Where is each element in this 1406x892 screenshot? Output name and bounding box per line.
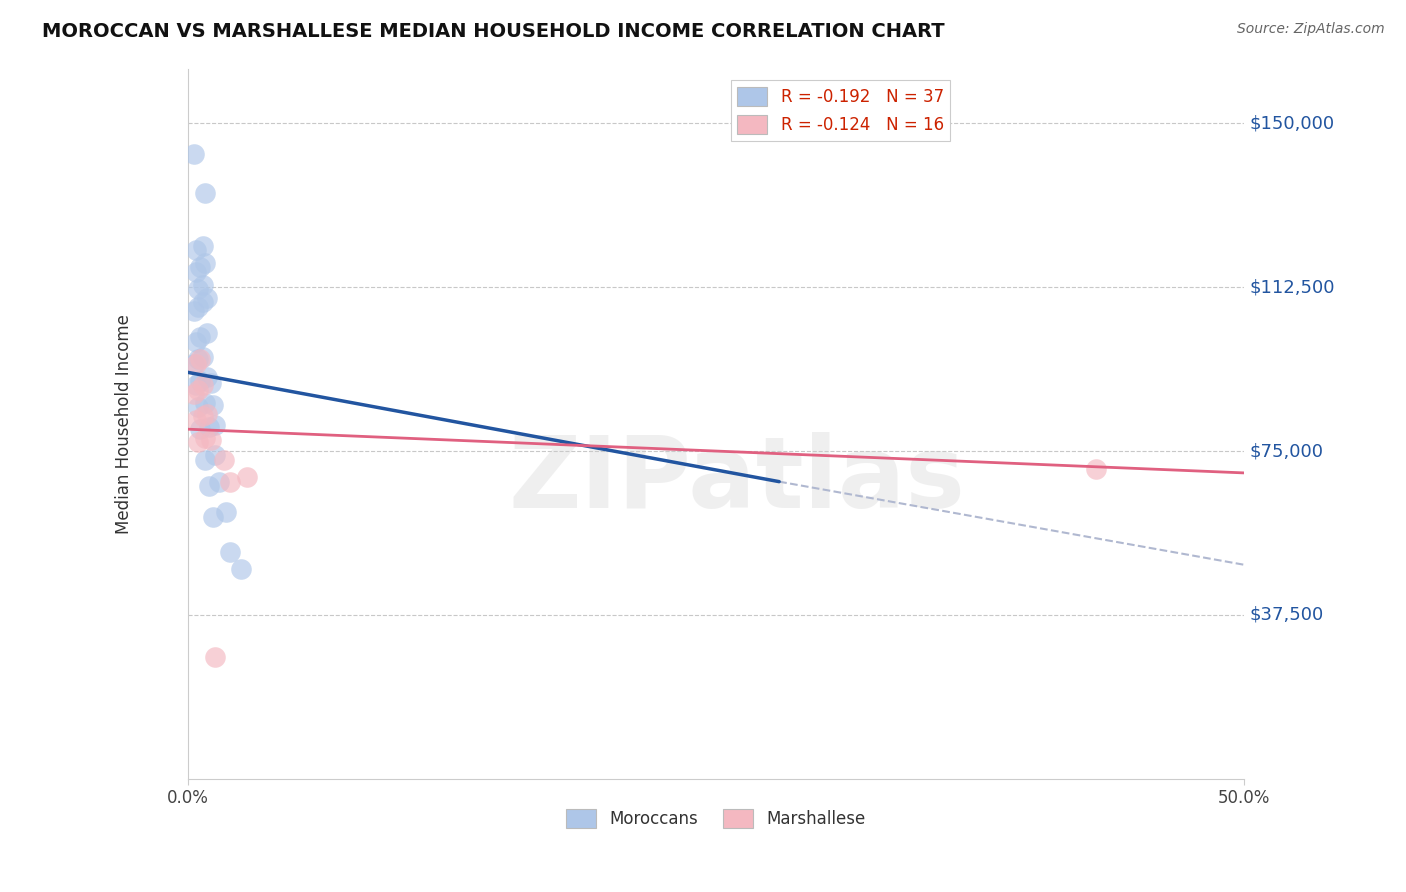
Point bbox=[200, 433, 222, 447]
Point bbox=[194, 452, 217, 467]
Point bbox=[191, 350, 214, 364]
Point bbox=[229, 562, 252, 576]
Point bbox=[187, 282, 209, 296]
Point bbox=[186, 378, 208, 392]
Point bbox=[195, 369, 218, 384]
Legend: Moroccans, Marshallese: Moroccans, Marshallese bbox=[560, 802, 872, 835]
Point bbox=[208, 475, 231, 489]
Text: Median Household Income: Median Household Income bbox=[115, 314, 134, 533]
Point bbox=[190, 260, 212, 275]
Point bbox=[195, 326, 218, 340]
Point bbox=[191, 238, 214, 252]
Point bbox=[215, 505, 238, 519]
Point bbox=[186, 413, 208, 427]
Text: $112,500: $112,500 bbox=[1249, 278, 1334, 296]
Text: Source: ZipAtlas.com: Source: ZipAtlas.com bbox=[1237, 22, 1385, 37]
Point bbox=[190, 330, 212, 344]
Point bbox=[198, 420, 221, 434]
Point bbox=[186, 265, 208, 279]
Point bbox=[1084, 461, 1107, 475]
Point bbox=[194, 256, 217, 270]
Text: $75,000: $75,000 bbox=[1249, 442, 1323, 460]
Point bbox=[191, 409, 214, 423]
Point bbox=[219, 544, 242, 558]
Point bbox=[187, 401, 209, 415]
Point bbox=[190, 374, 212, 388]
Point bbox=[191, 277, 214, 292]
Point bbox=[219, 475, 242, 489]
Point bbox=[183, 146, 205, 161]
Text: $37,500: $37,500 bbox=[1249, 606, 1323, 624]
Point bbox=[183, 387, 205, 401]
Point bbox=[183, 304, 205, 318]
Point bbox=[212, 452, 235, 467]
Point bbox=[236, 470, 259, 484]
Point bbox=[204, 417, 226, 432]
Point bbox=[194, 431, 217, 445]
Point bbox=[190, 352, 212, 367]
Point bbox=[186, 334, 208, 349]
Point bbox=[191, 378, 214, 392]
Point bbox=[194, 186, 217, 200]
Point bbox=[190, 422, 212, 436]
Point bbox=[195, 407, 218, 421]
Point bbox=[186, 243, 208, 257]
Point bbox=[200, 376, 222, 391]
Point bbox=[198, 479, 221, 493]
Point bbox=[195, 291, 218, 305]
Point bbox=[194, 396, 217, 410]
Point bbox=[186, 357, 208, 371]
Point bbox=[204, 649, 226, 664]
Text: ZIPatlas: ZIPatlas bbox=[509, 432, 966, 529]
Point bbox=[204, 449, 226, 463]
Point bbox=[183, 357, 205, 371]
Point bbox=[187, 383, 209, 397]
Point bbox=[187, 435, 209, 450]
Point bbox=[202, 509, 225, 524]
Text: MOROCCAN VS MARSHALLESE MEDIAN HOUSEHOLD INCOME CORRELATION CHART: MOROCCAN VS MARSHALLESE MEDIAN HOUSEHOLD… bbox=[42, 22, 945, 41]
Point bbox=[187, 352, 209, 367]
Point bbox=[202, 398, 225, 412]
Text: $150,000: $150,000 bbox=[1249, 114, 1334, 132]
Point bbox=[191, 295, 214, 310]
Point bbox=[187, 300, 209, 314]
